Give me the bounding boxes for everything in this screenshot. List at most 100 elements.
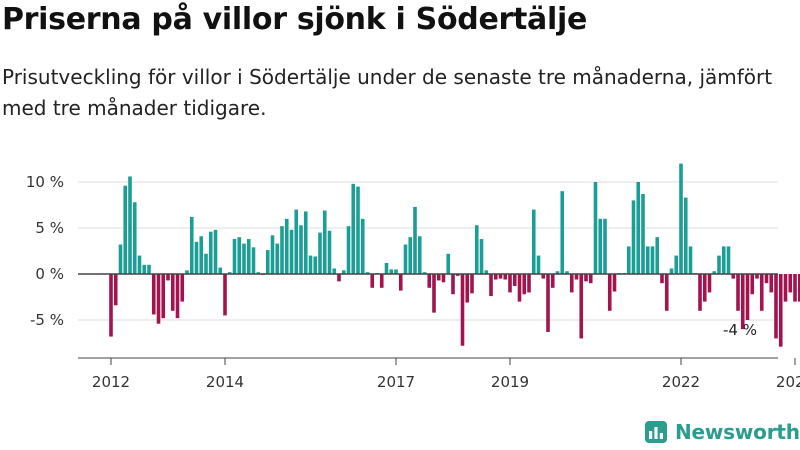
bar [308,255,313,274]
y-tick-labels: 10 % 5 % 0 % -5 % [26,173,64,329]
bar [123,185,128,274]
y-tick-label: 5 % [35,219,64,237]
x-tick-label: 2014 [206,373,244,391]
bar [797,274,800,302]
bar [769,274,774,293]
bar [702,274,707,302]
bar [740,274,745,330]
bar [650,246,655,274]
x-tick-label: 2022 [662,373,700,391]
bar [484,270,489,274]
bar [560,191,565,274]
bar [574,274,579,280]
bar [550,274,555,288]
bar [327,230,332,274]
bar [441,274,446,283]
bar [555,271,560,274]
bar [289,229,294,274]
bar [284,218,289,274]
bar [655,237,660,274]
bar [479,239,484,274]
bar [204,253,208,274]
x-tick-marks [110,358,796,365]
bar [208,231,213,274]
bar [237,237,242,274]
bar [384,262,389,274]
bar [189,216,194,274]
bar [161,274,166,319]
bar [683,197,688,274]
x-tick-label: 2012 [92,373,130,391]
bar [474,225,479,274]
bar [641,193,645,274]
bar [731,274,736,279]
x-tick-labels: 2012 2014 2017 2019 2022 2024 [92,373,800,391]
bar [522,274,527,295]
bar-chart: 10 %5 %0 %-5 % 201220142017201920222024 … [26,163,800,391]
x-tick-label: 2019 [491,373,529,391]
bar [408,237,413,274]
bar [626,246,631,274]
bar [313,256,318,274]
bar [531,209,536,274]
bar [721,246,726,274]
bar [242,243,246,274]
bar [451,274,455,295]
y-tick-label: 10 % [26,173,64,191]
x-tick-label: 2024 [776,373,800,391]
y-grid [78,181,778,321]
bar [707,274,712,293]
chart-title: Priserna på villor sjönk i Södertälje [2,2,587,37]
bar [109,274,113,337]
bar [417,236,422,274]
bar [213,229,218,274]
bar [142,264,147,274]
bar [337,274,341,282]
bar [370,274,375,288]
bar [588,274,593,284]
bar [584,274,588,282]
bar [170,274,175,311]
bar [265,250,270,274]
bar [294,209,299,274]
bar [413,206,417,274]
bar [565,271,569,274]
latest-value-annotation: -4 % [723,321,757,339]
bar [432,274,436,313]
bar [223,274,227,316]
bar [356,186,360,274]
bar [460,274,465,346]
bar [679,163,683,274]
bar [389,269,394,274]
bar [645,246,650,274]
bar [270,235,275,274]
newsworthy-logo[interactable]: Newsworthy [645,420,800,444]
bar [498,274,503,279]
bar [726,246,731,274]
bar [132,202,137,274]
bar [793,274,797,302]
bar [303,211,308,274]
bar [631,200,636,274]
bar [778,274,783,347]
bar [422,272,427,274]
bar [512,274,517,286]
bar [536,255,541,274]
chart-subtitle: Prisutveckling för villor i Södertälje u… [2,65,773,120]
bar [736,274,740,311]
bar [232,239,237,274]
bar [764,274,769,284]
bar [351,183,356,274]
bar [607,274,612,311]
bar [251,247,256,274]
bar [755,274,759,279]
bar [332,268,337,274]
bar [783,274,788,302]
bar [360,218,365,274]
bar [493,274,498,280]
bar [113,274,118,306]
bar [598,218,603,274]
bar [280,226,284,274]
bar [137,255,142,274]
bar [546,274,550,332]
